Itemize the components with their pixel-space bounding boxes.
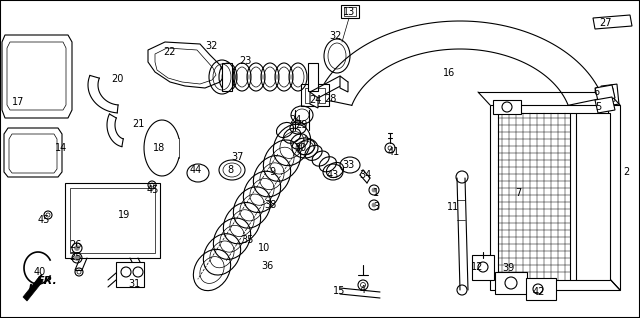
Bar [526, 278, 556, 300]
Text: 16: 16 [443, 68, 455, 78]
Text: 5: 5 [595, 102, 601, 112]
Text: 36: 36 [261, 261, 273, 271]
Bar [65, 183, 160, 258]
Text: 21: 21 [132, 119, 144, 129]
Bar [344, 7, 356, 16]
Text: 34: 34 [359, 170, 371, 180]
Bar [305, 88, 325, 103]
Text: 6: 6 [593, 87, 599, 97]
Polygon shape [148, 42, 225, 88]
Text: 29: 29 [295, 120, 307, 130]
Text: 19: 19 [118, 210, 130, 220]
Text: 7: 7 [515, 188, 521, 198]
Circle shape [74, 245, 79, 251]
Text: 27: 27 [600, 18, 612, 28]
Text: 25: 25 [68, 252, 81, 262]
Bar [576, 113, 610, 280]
Text: 32: 32 [329, 31, 341, 41]
Text: 38: 38 [264, 200, 276, 210]
Text: 30: 30 [294, 143, 306, 153]
Text: 18: 18 [153, 143, 165, 153]
Text: 24: 24 [289, 115, 301, 125]
Text: 11: 11 [447, 202, 459, 212]
Text: 26: 26 [69, 240, 81, 250]
Text: 13: 13 [343, 7, 355, 17]
Text: 9: 9 [269, 167, 275, 177]
Text: 42: 42 [533, 287, 545, 297]
Text: 8: 8 [227, 165, 233, 175]
Bar [498, 113, 570, 280]
Text: 12: 12 [471, 262, 483, 272]
Polygon shape [23, 277, 43, 301]
Polygon shape [2, 35, 72, 118]
Text: 45: 45 [38, 215, 50, 225]
Text: 35: 35 [241, 235, 253, 245]
Polygon shape [593, 15, 632, 29]
Text: 43: 43 [327, 170, 339, 180]
Bar [116, 262, 144, 287]
Bar [70, 188, 155, 253]
Text: 4: 4 [360, 285, 366, 295]
Text: 10: 10 [258, 243, 270, 253]
Bar [490, 105, 620, 290]
Text: 17: 17 [12, 97, 24, 107]
Bar [308, 63, 318, 91]
Circle shape [74, 255, 79, 260]
Text: 2: 2 [623, 167, 629, 177]
Text: 31: 31 [128, 279, 140, 289]
Bar [493, 100, 521, 114]
Bar [495, 272, 527, 294]
Text: 14: 14 [55, 143, 67, 153]
Bar [341, 5, 359, 18]
Text: 22: 22 [164, 47, 176, 57]
Text: 28: 28 [324, 94, 336, 104]
Text: 24: 24 [309, 95, 321, 105]
Text: 44: 44 [190, 165, 202, 175]
Circle shape [372, 203, 376, 207]
Text: 1: 1 [373, 188, 379, 198]
Polygon shape [601, 84, 619, 106]
Bar [472, 255, 494, 280]
Polygon shape [595, 97, 615, 113]
Text: 3: 3 [373, 202, 379, 212]
Circle shape [372, 188, 376, 192]
Text: 39: 39 [502, 263, 514, 273]
Text: 37: 37 [231, 152, 243, 162]
Polygon shape [595, 85, 615, 101]
Text: 20: 20 [111, 74, 123, 84]
Text: 40: 40 [34, 267, 46, 277]
Text: FR.: FR. [36, 276, 58, 286]
Text: 45: 45 [147, 185, 159, 195]
Text: 15: 15 [333, 286, 345, 296]
Polygon shape [4, 128, 62, 177]
Text: 33: 33 [342, 160, 354, 170]
Bar [222, 63, 232, 91]
Text: 23: 23 [239, 56, 251, 66]
Polygon shape [340, 76, 348, 92]
Text: 32: 32 [206, 41, 218, 51]
Polygon shape [310, 92, 318, 108]
Text: 41: 41 [388, 147, 400, 157]
Bar [301, 84, 329, 106]
